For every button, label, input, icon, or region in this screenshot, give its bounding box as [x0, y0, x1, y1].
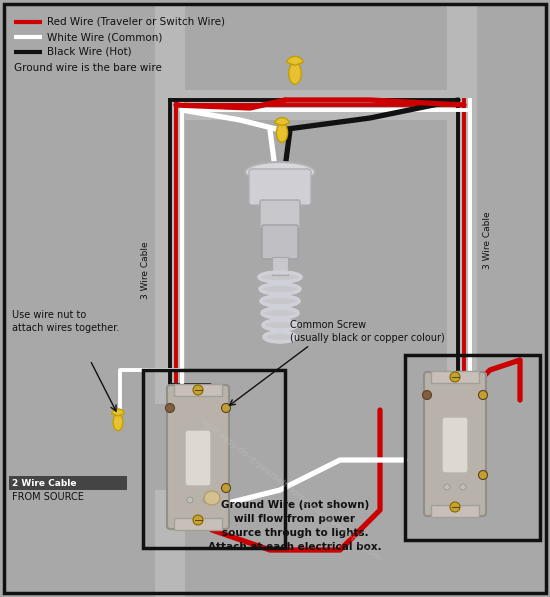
Ellipse shape	[264, 332, 296, 342]
Text: Ground wire is the bare wire: Ground wire is the bare wire	[14, 63, 162, 73]
Bar	[155, 90, 477, 120]
Ellipse shape	[289, 63, 301, 84]
Bar	[405, 355, 540, 540]
Text: Black Wire (Hot): Black Wire (Hot)	[47, 47, 131, 57]
Text: www.easy-do-it-yourself-home-improvements.com: www.easy-do-it-yourself-home-improvement…	[197, 416, 383, 564]
Circle shape	[193, 385, 203, 395]
Ellipse shape	[263, 320, 297, 330]
Circle shape	[193, 515, 203, 525]
Circle shape	[444, 484, 450, 490]
Bar	[143, 370, 285, 548]
Wedge shape	[274, 118, 289, 125]
Bar	[431, 505, 479, 517]
Bar	[447, 4, 477, 399]
Text: Use wire nut to
attach wires together.: Use wire nut to attach wires together.	[12, 310, 119, 333]
Circle shape	[166, 404, 174, 413]
Ellipse shape	[113, 414, 123, 430]
Text: Red Wire (Traveler or Switch Wire): Red Wire (Traveler or Switch Wire)	[47, 17, 225, 27]
Ellipse shape	[277, 123, 288, 143]
Text: FROM SOURCE: FROM SOURCE	[12, 492, 84, 502]
Ellipse shape	[259, 272, 301, 282]
FancyBboxPatch shape	[185, 430, 211, 486]
Bar	[155, 490, 185, 597]
Circle shape	[422, 390, 432, 399]
FancyBboxPatch shape	[262, 225, 298, 259]
Circle shape	[450, 502, 460, 512]
FancyBboxPatch shape	[424, 372, 486, 516]
FancyBboxPatch shape	[249, 169, 311, 205]
Ellipse shape	[262, 308, 298, 318]
Ellipse shape	[245, 162, 315, 182]
Circle shape	[222, 404, 230, 413]
Bar	[9, 476, 127, 490]
Circle shape	[478, 470, 487, 479]
Bar	[155, 4, 185, 404]
Ellipse shape	[204, 491, 220, 505]
Ellipse shape	[261, 296, 299, 306]
Text: Common Screw
(usually black or copper colour): Common Screw (usually black or copper co…	[290, 320, 445, 343]
Ellipse shape	[260, 284, 300, 294]
FancyBboxPatch shape	[260, 200, 300, 229]
Text: Ground Wire (not shown)
will flow from power
source through to lights.
Attach at: Ground Wire (not shown) will flow from p…	[208, 500, 382, 552]
Text: White Wire (Common): White Wire (Common)	[47, 32, 162, 42]
Circle shape	[478, 390, 487, 399]
Text: 3 Wire Cable: 3 Wire Cable	[483, 211, 492, 269]
Circle shape	[203, 497, 209, 503]
FancyBboxPatch shape	[442, 417, 468, 473]
Text: 2 Wire Cable: 2 Wire Cable	[12, 479, 76, 488]
Bar	[272, 257, 288, 275]
Circle shape	[460, 484, 466, 490]
Wedge shape	[112, 409, 125, 416]
Circle shape	[222, 484, 230, 493]
Wedge shape	[287, 56, 304, 65]
Bar	[431, 371, 479, 383]
Bar	[174, 518, 222, 530]
Bar	[174, 384, 222, 396]
Circle shape	[187, 497, 193, 503]
Circle shape	[450, 372, 460, 382]
Text: 3 Wire Cable: 3 Wire Cable	[140, 241, 150, 299]
FancyBboxPatch shape	[167, 385, 229, 529]
